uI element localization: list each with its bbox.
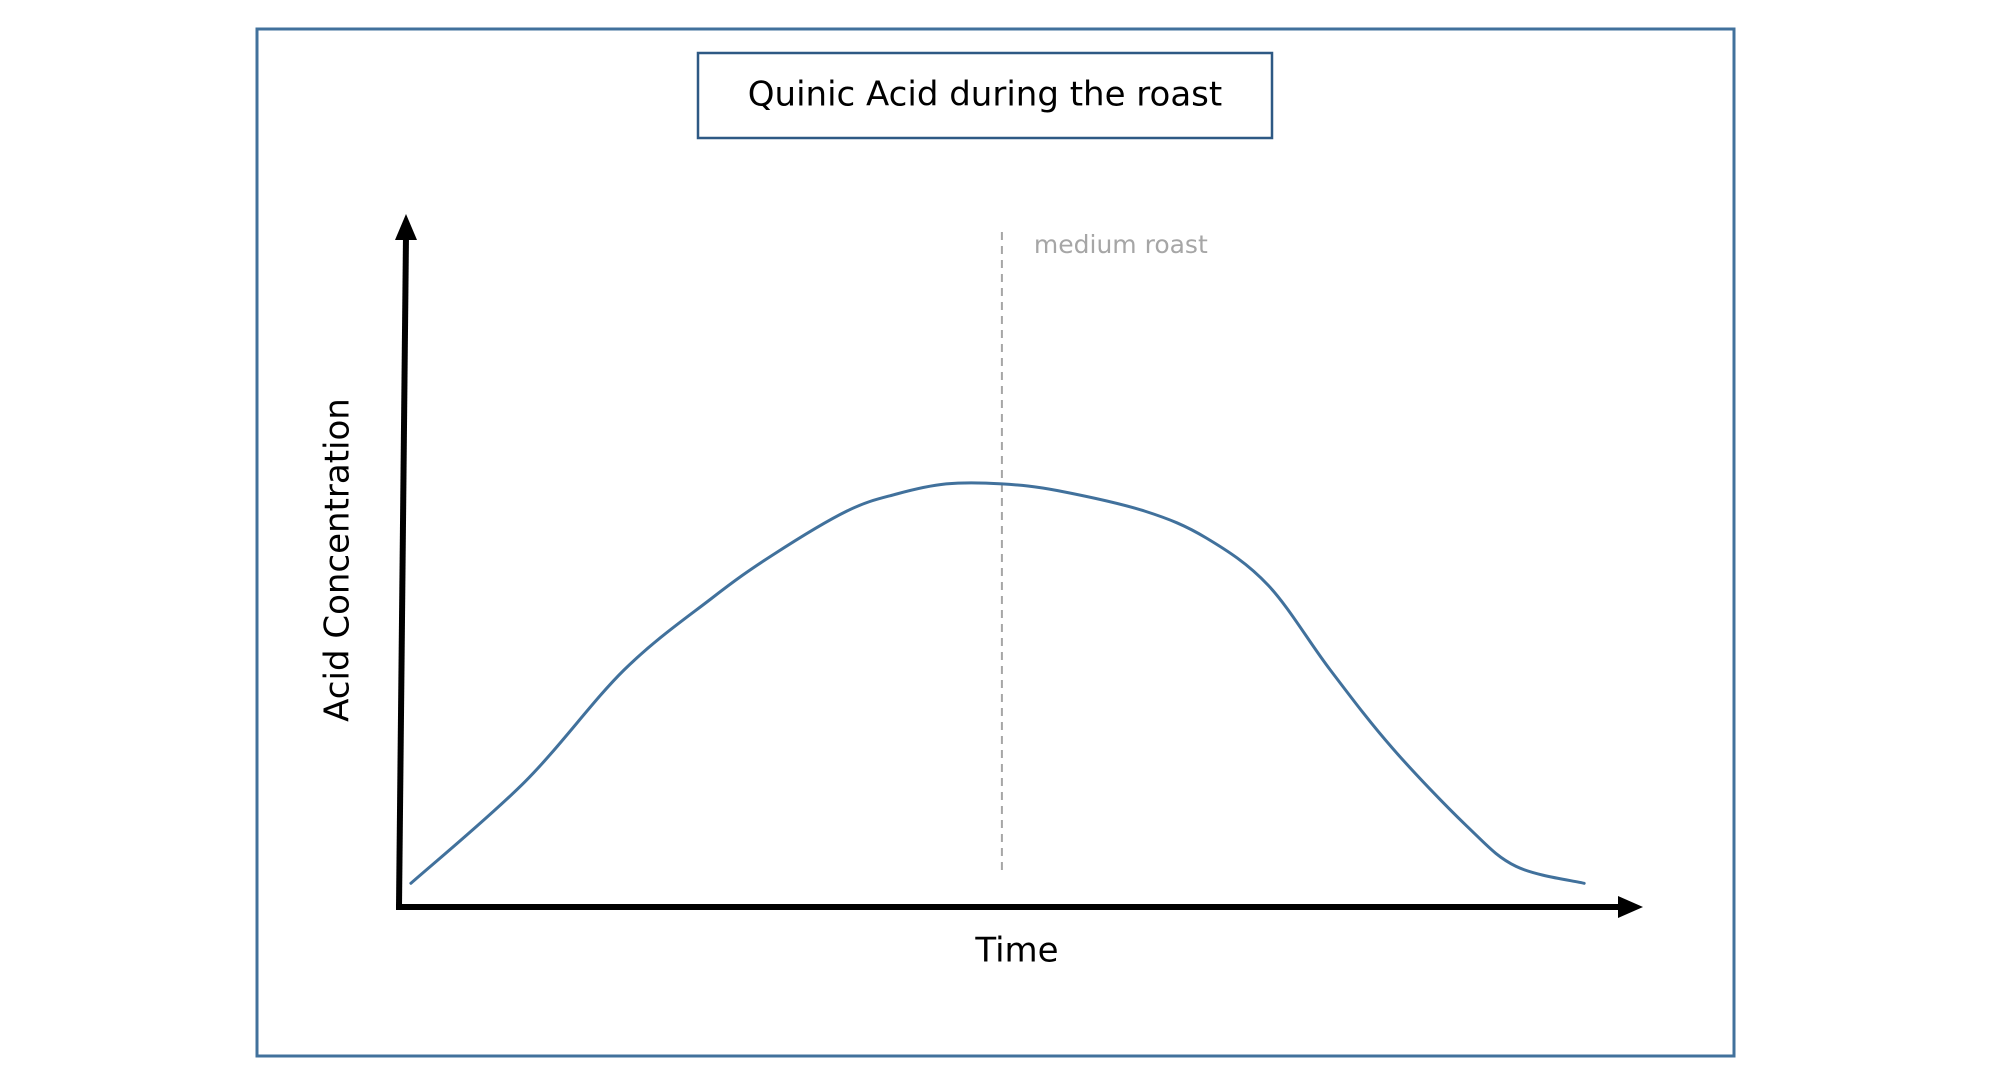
y-axis-label: Acid Concentration: [318, 398, 358, 722]
x-axis-arrow-icon: [1618, 896, 1643, 918]
quinic-acid-series-line: [409, 481, 1586, 885]
chart-frame: [255, 27, 1736, 1058]
x-axis-label: Time: [974, 931, 1058, 971]
title-box-border: [696, 51, 1274, 140]
chart-title: Quinic Acid during the roast: [748, 75, 1222, 115]
y-axis-line: [396, 234, 409, 908]
title-box: Quinic Acid during the roast: [696, 51, 1274, 140]
medium-roast-label: medium roast: [1034, 230, 1208, 259]
y-axis-arrow-icon: [395, 214, 417, 240]
